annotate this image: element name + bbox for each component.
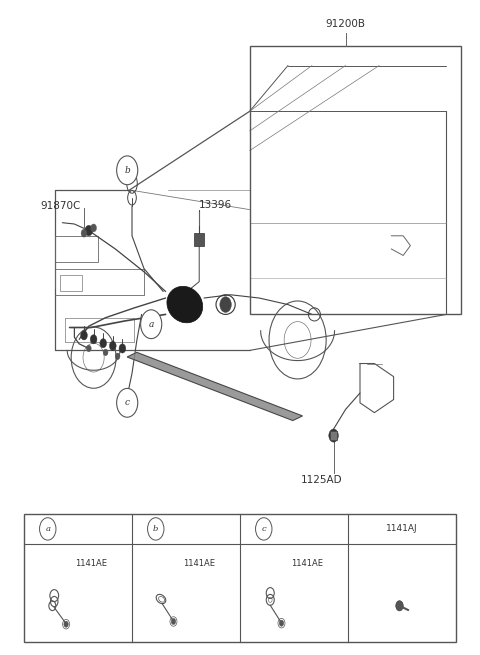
Circle shape — [220, 297, 231, 312]
Text: c: c — [262, 525, 266, 533]
Bar — [60, 275, 82, 291]
Circle shape — [117, 156, 138, 185]
Circle shape — [115, 353, 120, 360]
Circle shape — [109, 341, 116, 350]
Text: 91200B: 91200B — [325, 20, 366, 29]
Circle shape — [86, 345, 91, 352]
Circle shape — [81, 331, 87, 340]
Polygon shape — [127, 352, 302, 421]
Text: b: b — [124, 166, 130, 175]
Circle shape — [141, 310, 162, 339]
Bar — [194, 233, 204, 246]
Circle shape — [396, 601, 403, 611]
Bar — [24, 514, 456, 642]
Text: c: c — [125, 398, 130, 407]
Text: 1125AD: 1125AD — [301, 475, 342, 485]
Text: a: a — [45, 525, 50, 533]
Circle shape — [119, 344, 126, 353]
Bar — [250, 46, 461, 314]
Circle shape — [171, 618, 176, 625]
Bar — [55, 236, 98, 262]
Circle shape — [81, 229, 87, 237]
Text: 1141AJ: 1141AJ — [386, 525, 418, 533]
Text: 1141AE: 1141AE — [291, 559, 323, 568]
Bar — [330, 431, 337, 440]
Text: a: a — [148, 320, 154, 329]
Circle shape — [90, 335, 97, 344]
Circle shape — [117, 388, 138, 417]
Circle shape — [85, 225, 93, 236]
Text: 91870C: 91870C — [41, 201, 81, 212]
Circle shape — [91, 224, 96, 232]
Circle shape — [279, 620, 284, 626]
Circle shape — [329, 429, 338, 442]
Circle shape — [39, 517, 56, 540]
Ellipse shape — [167, 286, 203, 323]
Circle shape — [64, 621, 68, 627]
Text: 13396: 13396 — [199, 200, 232, 210]
Circle shape — [103, 349, 108, 356]
Circle shape — [100, 339, 107, 348]
Text: b: b — [153, 525, 158, 533]
Text: 1141AE: 1141AE — [75, 559, 107, 568]
Text: 1141AE: 1141AE — [183, 559, 215, 568]
Circle shape — [255, 517, 272, 540]
Circle shape — [147, 517, 164, 540]
